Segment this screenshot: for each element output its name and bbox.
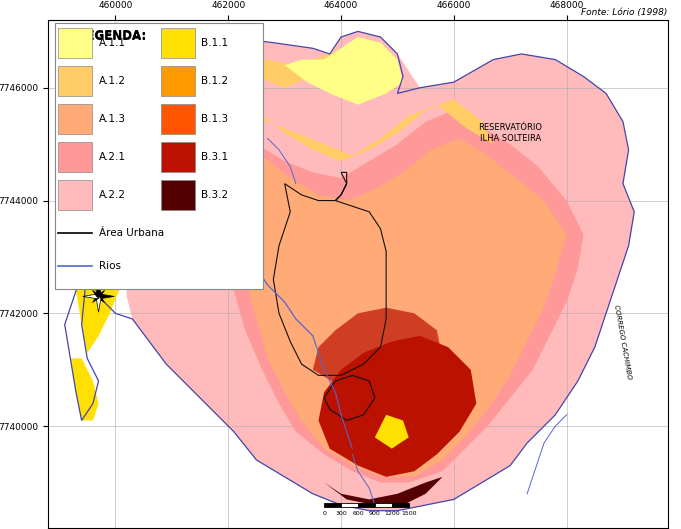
Polygon shape [93, 296, 99, 303]
Text: Área Urbana: Área Urbana [99, 228, 164, 238]
Polygon shape [98, 296, 105, 303]
Text: A.1.3: A.1.3 [99, 114, 126, 124]
Text: A.1.1: A.1.1 [99, 38, 126, 48]
Polygon shape [285, 37, 403, 105]
Polygon shape [228, 43, 493, 161]
Bar [59, 142, 93, 172]
Polygon shape [70, 156, 127, 353]
Bar [59, 28, 93, 58]
Text: CÓRREGO CACHIMBO: CÓRREGO CACHIMBO [613, 304, 633, 379]
Polygon shape [98, 290, 105, 297]
Polygon shape [99, 54, 144, 161]
Polygon shape [319, 336, 476, 477]
Bar [59, 180, 93, 211]
Bar [392, 504, 409, 507]
Text: RESERVATÓRIO
ILHA SOLTEIRA: RESERVATÓRIO ILHA SOLTEIRA [478, 123, 542, 143]
Bar [161, 180, 195, 211]
Text: B.1.2: B.1.2 [201, 76, 228, 86]
Polygon shape [324, 477, 443, 505]
Bar [375, 504, 392, 507]
Polygon shape [375, 415, 409, 449]
Polygon shape [83, 294, 99, 299]
Bar [59, 104, 93, 134]
Text: 1500: 1500 [401, 510, 417, 516]
Text: A.2.2: A.2.2 [99, 190, 126, 200]
Text: Fonte: Lório (1998): Fonte: Lório (1998) [581, 8, 667, 17]
Bar [341, 504, 358, 507]
Text: LEGENDA:: LEGENDA: [80, 29, 147, 42]
Text: LEGENDA:: LEGENDA: [80, 30, 147, 43]
Bar [161, 104, 195, 134]
Text: A.1.2: A.1.2 [99, 76, 126, 86]
Text: 1200: 1200 [384, 510, 400, 516]
Polygon shape [96, 280, 101, 296]
Text: B.1.3: B.1.3 [201, 114, 228, 124]
Polygon shape [70, 359, 99, 421]
Polygon shape [313, 308, 443, 398]
Polygon shape [200, 99, 584, 482]
Text: 300: 300 [335, 510, 347, 516]
Bar [161, 66, 195, 96]
Bar [161, 142, 195, 172]
Polygon shape [99, 294, 114, 299]
Bar [59, 66, 93, 96]
Bar [358, 504, 375, 507]
Text: B.3.1: B.3.1 [201, 152, 228, 162]
Text: N: N [94, 266, 104, 276]
Text: RIO PARANÁ: RIO PARANÁ [125, 149, 151, 196]
Text: Rios: Rios [99, 261, 121, 271]
Bar [161, 28, 195, 58]
Text: B.1.1: B.1.1 [201, 38, 228, 48]
Text: 600: 600 [352, 510, 364, 516]
Text: 0: 0 [322, 510, 326, 516]
Text: B.3.2: B.3.2 [201, 190, 228, 200]
Bar [324, 504, 341, 507]
Text: 900: 900 [369, 510, 381, 516]
Polygon shape [96, 296, 101, 312]
Polygon shape [127, 31, 634, 510]
Text: A.2.1: A.2.1 [99, 152, 126, 162]
Polygon shape [240, 133, 567, 477]
Polygon shape [93, 290, 99, 297]
Bar [55, 23, 263, 289]
